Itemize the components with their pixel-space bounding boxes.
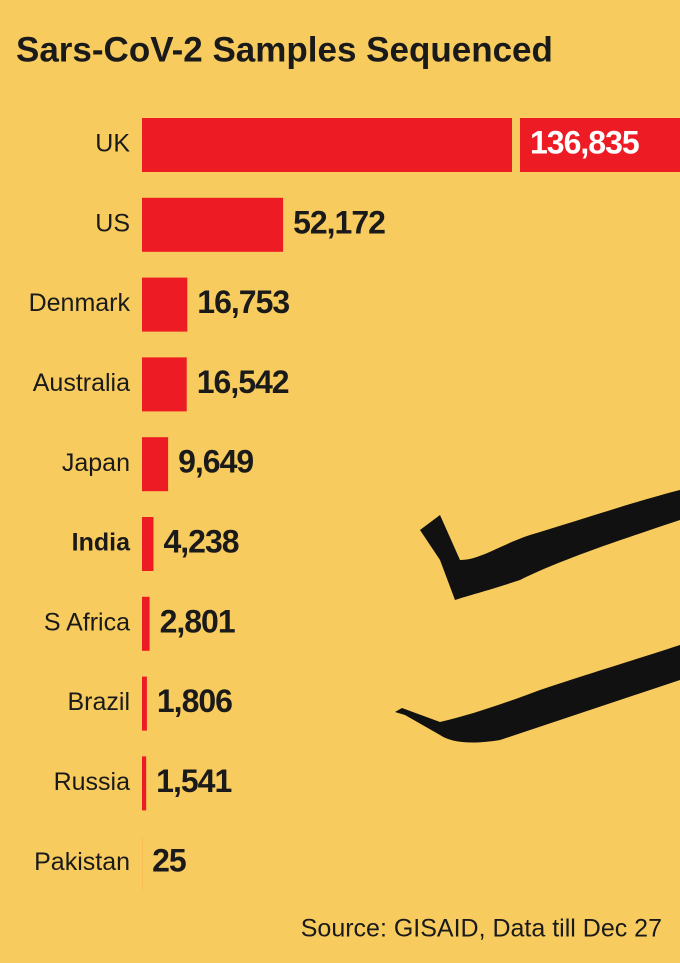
y-tick-label: Brazil [67,688,130,716]
bar [142,756,147,811]
value-label: 4,238 [163,523,238,559]
bar [142,437,169,492]
value-label-box [520,118,680,172]
bar [142,277,188,332]
value-label: 16,542 [197,364,289,400]
value-label: 2,801 [160,603,235,639]
bar [142,596,150,651]
bar [142,357,187,412]
y-tick-label: Japan [62,449,130,477]
y-tick-label: Russia [54,768,131,796]
bar [142,517,154,571]
value-label: 25 [152,843,186,879]
value-label: 16,753 [197,284,289,320]
y-tick-label: Australia [33,369,130,397]
value-label: 1,806 [157,683,232,719]
y-tick-label: US [95,209,130,237]
y-tick-label: Pakistan [34,848,130,876]
y-tick-label: Denmark [29,289,131,317]
illustration [395,490,680,743]
y-tick-label: S Africa [44,608,130,636]
y-tick-label: UK [95,130,130,158]
value-label: 136,835 [530,124,639,160]
value-label: 1,541 [156,763,231,799]
value-label: 9,649 [178,444,253,480]
chart-title: Sars-CoV-2 Samples Sequenced [16,30,553,69]
source-note: Source: GISAID, Data till Dec 27 [301,915,662,943]
bar [142,118,512,172]
value-label: 52,172 [293,204,385,240]
bar [142,197,284,252]
bar [142,676,147,731]
y-tick-label: India [72,529,131,557]
